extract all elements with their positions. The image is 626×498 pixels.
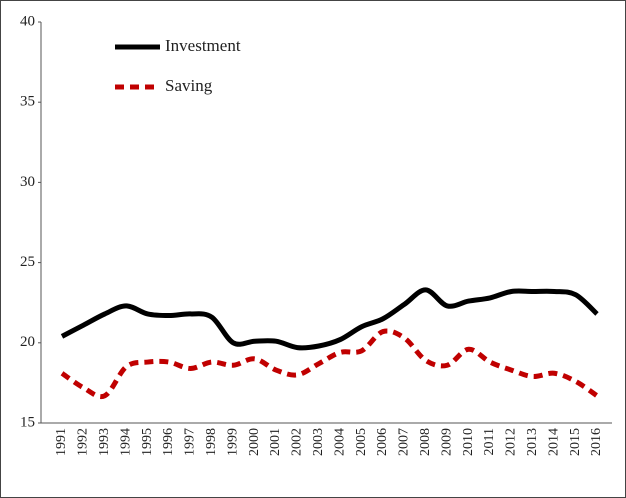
- x-tick-label: 2008: [418, 428, 433, 456]
- x-tick-label: 2011: [482, 428, 497, 455]
- x-tick-label: 1993: [97, 428, 112, 456]
- x-tick-label: 1992: [76, 428, 91, 456]
- x-tick-label: 2007: [397, 428, 412, 456]
- y-tick-label: 35: [20, 94, 35, 110]
- x-tick-label: 2015: [568, 428, 583, 456]
- x-tick-label: 1995: [140, 428, 155, 456]
- x-tick-label: 2004: [332, 428, 347, 456]
- series-line: [60, 287, 599, 351]
- legend-label: Investment: [165, 36, 241, 55]
- x-tick-label: 1996: [161, 428, 176, 456]
- x-tick-label: 1999: [225, 428, 240, 456]
- x-tick-label: 2002: [290, 428, 305, 456]
- x-tick-label: 2012: [504, 428, 519, 456]
- x-tick-label: 2006: [375, 428, 390, 456]
- x-tick-label: 2009: [439, 428, 454, 456]
- y-tick-label: 30: [20, 174, 35, 190]
- x-tick-label: 2001: [268, 428, 283, 456]
- y-tick-label: 15: [20, 414, 35, 430]
- x-tick-label: 1994: [118, 428, 133, 456]
- x-tick-label: 2014: [546, 428, 561, 456]
- x-tick-label: 2000: [247, 428, 262, 456]
- series-line: [60, 328, 599, 400]
- x-tick-label: 2005: [354, 428, 369, 456]
- legend-label: Saving: [165, 76, 213, 95]
- x-tick-label: 2003: [311, 428, 326, 456]
- y-tick-label: 40: [20, 13, 35, 29]
- x-tick-label: 1991: [54, 428, 69, 456]
- x-tick-label: 1997: [183, 428, 198, 456]
- x-tick-label: 2016: [589, 428, 604, 456]
- x-tick-label: 2010: [461, 428, 476, 456]
- y-tick-label: 20: [20, 334, 35, 350]
- x-tick-label: 2013: [525, 428, 540, 456]
- y-tick-label: 25: [20, 254, 35, 270]
- x-tick-label: 1998: [204, 428, 219, 456]
